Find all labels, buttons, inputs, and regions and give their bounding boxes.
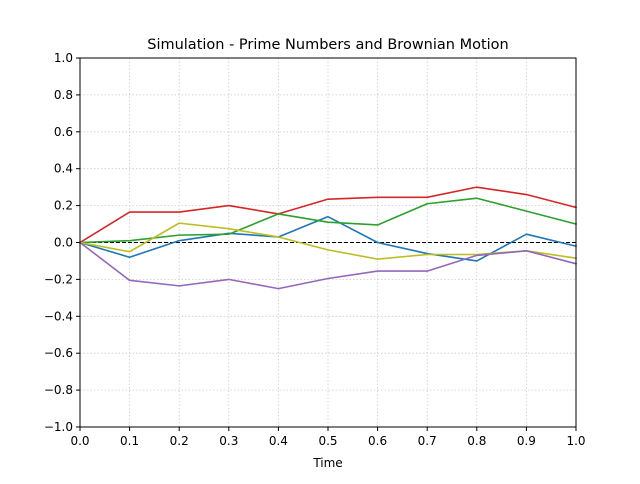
series-layer — [78, 186, 577, 290]
x-tick-label: 0.7 — [418, 434, 437, 448]
series-line-1 — [79, 215, 577, 262]
y-tick-label: −0.8 — [44, 383, 73, 397]
series-line-5 — [78, 241, 577, 290]
x-tick-label: 0.4 — [269, 434, 288, 448]
x-tick-label: 0.0 — [70, 434, 89, 448]
series-line-2 — [78, 186, 577, 244]
x-tick-label: 0.5 — [318, 434, 337, 448]
y-axis-ticks: −1.0 −0.8 −0.6 −0.4 −0.2 0.0 0.2 0.4 0.6 0.8 1.0 — [44, 51, 80, 434]
x-tick-label: 0.9 — [517, 434, 536, 448]
series-line-3 — [79, 197, 577, 244]
x-axis-label: Time — [312, 456, 342, 470]
x-tick-label: 0.6 — [368, 434, 387, 448]
y-tick-label: 0.6 — [54, 125, 73, 139]
x-tick-label: 0.3 — [219, 434, 238, 448]
y-tick-label: −0.6 — [44, 346, 73, 360]
chart-title: Simulation - Prime Numbers and Brownian … — [147, 37, 509, 53]
y-tick-label: 0.2 — [54, 199, 73, 213]
x-axis-ticks: 0.0 0.1 0.2 0.3 0.4 0.5 0.6 0.7 0.8 0.9 1.0 — [70, 427, 586, 448]
y-tick-label: 0.4 — [54, 162, 73, 176]
y-tick-label: 0.8 — [54, 88, 73, 102]
y-tick-label: −1.0 — [44, 420, 73, 434]
x-tick-label: 0.8 — [467, 434, 486, 448]
x-tick-label: 1.0 — [566, 434, 585, 448]
y-tick-label: −0.2 — [44, 272, 73, 286]
x-tick-label: 0.2 — [170, 434, 189, 448]
y-tick-label: −0.4 — [44, 309, 73, 323]
x-tick-label: 0.1 — [120, 434, 139, 448]
y-tick-label: 1.0 — [54, 51, 73, 65]
y-tick-label: 0.0 — [54, 236, 73, 250]
